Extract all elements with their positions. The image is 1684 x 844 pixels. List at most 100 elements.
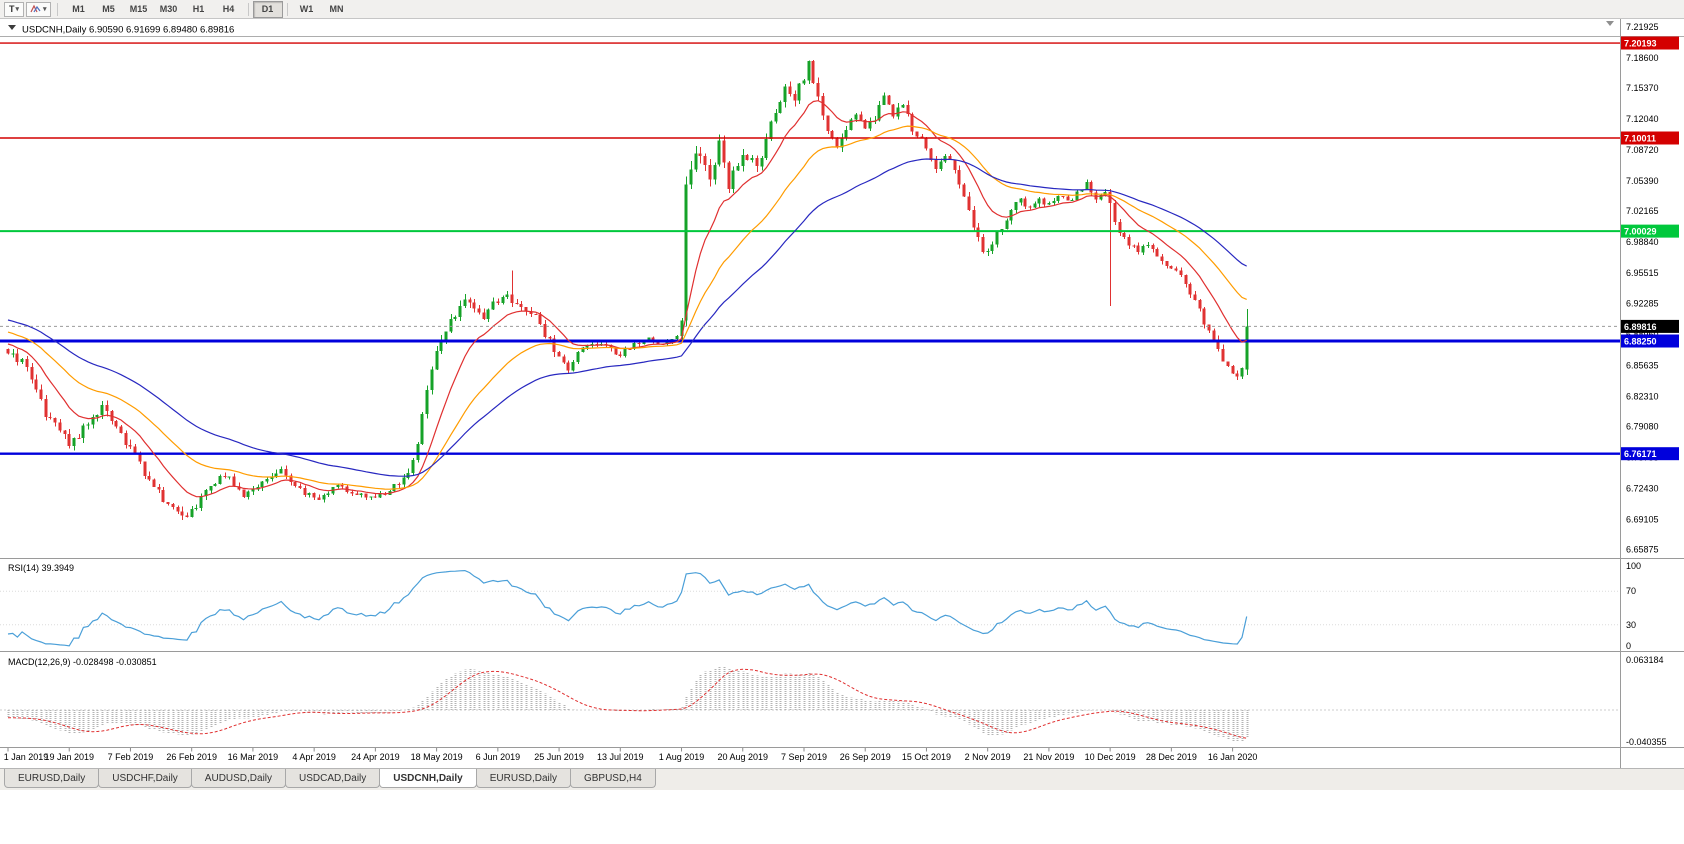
rsi-tick-label: 30	[1626, 620, 1636, 630]
hline-price-label: 7.20193	[1624, 39, 1657, 49]
price-tick-label: 7.18600	[1626, 53, 1659, 63]
timeframe-button-m5[interactable]: M5	[102, 4, 115, 14]
price-tick-label: 6.85635	[1626, 360, 1659, 370]
hline-price-label-box	[1621, 447, 1679, 461]
timeframe-button-d1[interactable]: D1	[252, 0, 283, 18]
chart-toolbar: T ▾ ▾ M1 M5 M15 M30 H1 H4 D1 W1 MN	[0, 0, 1684, 19]
chart-shift-marker-icon[interactable]	[1606, 21, 1614, 26]
timeframe-button-mn[interactable]: MN	[329, 4, 344, 14]
date-label: 1 Jan 2019	[4, 752, 49, 762]
hline-price-label: 7.10011	[1624, 134, 1656, 144]
hline-price-label-box	[1621, 334, 1679, 348]
macd-signal-line	[7, 668, 1247, 739]
date-label: 26 Feb 2019	[166, 752, 217, 762]
chart-tab-gbpusd-h4[interactable]: GBPUSD,H4	[569, 769, 656, 788]
horizontal-lines-layer[interactable]	[0, 42, 1620, 455]
date-label: 13 Jul 2019	[597, 752, 644, 762]
chart-tab-usdchf-daily[interactable]: USDCHF,Daily	[98, 769, 192, 788]
hline-price-label-box	[1621, 36, 1679, 50]
date-label: 16 Mar 2019	[228, 752, 279, 762]
macd-histogram	[7, 666, 1249, 742]
date-label: 7 Feb 2019	[108, 752, 154, 762]
price-tick-label: 6.95515	[1626, 268, 1659, 278]
chart-area[interactable]: USDCNH,Daily 6.90590 6.91699 6.89480 6.8…	[0, 0, 1684, 768]
chart-background	[0, 0, 1684, 768]
text-tool-button[interactable]: T ▾	[4, 1, 24, 17]
macd-label: MACD(12,26,9) -0.028498 -0.030851	[8, 657, 157, 667]
caret-down-icon: ▾	[43, 6, 47, 13]
drawing-tools-icon	[30, 4, 41, 13]
drawing-tools-button[interactable]: ▾	[26, 1, 51, 17]
current-price-label: 6.89816	[1624, 322, 1657, 332]
date-label: 18 May 2019	[411, 752, 463, 762]
price-tick-label: 6.72430	[1626, 484, 1659, 494]
timeframe-button-m30[interactable]: M30	[159, 4, 178, 14]
chart-tab-eurusd-daily[interactable]: EURUSD,Daily	[4, 769, 100, 788]
main-price-panel[interactable]	[6, 60, 1249, 520]
chart-title-ohlc: USDCNH,Daily 6.90590 6.91699 6.89480 6.8…	[22, 25, 234, 36]
toolbar-separator	[56, 2, 58, 16]
current-price-label-box	[1621, 319, 1679, 333]
timeframe-button-m15[interactable]: M15	[129, 4, 148, 14]
timeframe-button-w1[interactable]: W1	[299, 4, 314, 14]
chart-tab-bar: EURUSD,Daily USDCHF,Daily AUDUSD,Daily USDC…	[0, 768, 1684, 790]
caret-down-icon: ▾	[15, 6, 19, 13]
date-label: 21 Nov 2019	[1023, 752, 1074, 762]
chart-tab-audusd-daily[interactable]: AUDUSD,Daily	[190, 769, 287, 788]
date-label: 24 Apr 2019	[351, 752, 400, 762]
rsi-panel[interactable]: RSI(14) 39.3949	[0, 563, 1620, 647]
date-label: 10 Dec 2019	[1085, 752, 1136, 762]
price-tick-label: 7.21925	[1626, 22, 1659, 32]
text-tool-label: T	[8, 4, 15, 14]
price-tick-label: 6.88960	[1626, 329, 1659, 339]
hline-price-label-box	[1621, 131, 1679, 145]
rsi-tick-label: 70	[1626, 586, 1636, 596]
ma-55-slow-line	[7, 158, 1247, 477]
date-label: 6 Jun 2019	[476, 752, 521, 762]
date-label: 1 Aug 2019	[659, 752, 705, 762]
rsi-label: RSI(14) 39.3949	[8, 563, 74, 573]
hline-price-label: 7.00029	[1624, 227, 1657, 237]
chart-menu-arrow-icon[interactable]	[8, 25, 16, 30]
toolbar-separator	[247, 2, 249, 16]
candles-layer	[6, 60, 1249, 520]
price-tick-label: 7.05390	[1626, 176, 1659, 186]
rsi-line	[7, 569, 1248, 647]
price-tick-label: 6.82310	[1626, 391, 1659, 401]
price-tick-label: 6.98840	[1626, 237, 1659, 247]
price-tick-label: 6.92285	[1626, 298, 1659, 308]
date-label: 15 Oct 2019	[902, 752, 951, 762]
hline-price-label: 6.76171	[1624, 449, 1657, 459]
ma-30-medium-line	[7, 125, 1247, 490]
chart-tab-usdcnh-daily[interactable]: USDCNH,Daily	[379, 769, 477, 788]
price-tick-label: 6.79080	[1626, 422, 1659, 432]
date-label: 19 Jan 2019	[44, 752, 94, 762]
macd-tick-label: -0.040355	[1626, 737, 1667, 747]
timeframe-button-h1[interactable]: H1	[192, 4, 205, 14]
date-label: 28 Dec 2019	[1146, 752, 1197, 762]
price-tick-label: 6.65875	[1626, 545, 1659, 555]
date-label: 2 Nov 2019	[965, 752, 1011, 762]
hline-price-label-box	[1621, 224, 1679, 238]
chart-canvas[interactable]: USDCNH,Daily 6.90590 6.91699 6.89480 6.8…	[0, 0, 1684, 768]
price-tick-label: 7.08720	[1626, 145, 1659, 155]
price-tick-label: 7.15370	[1626, 83, 1659, 93]
chart-tab-eurusd-daily[interactable]: EURUSD,Daily	[475, 769, 571, 788]
price-tick-label: 7.12040	[1626, 114, 1659, 124]
macd-panel[interactable]: MACD(12,26,9) -0.028498 -0.030851	[0, 657, 1620, 742]
macd-tick-label: 0.063184	[1626, 655, 1664, 665]
moving-averages-layer	[7, 100, 1247, 498]
chart-tab-usdcad-daily[interactable]: USDCAD,Daily	[285, 769, 381, 788]
price-axis[interactable]: 7.21925 7.18600 7.15370 7.12040 7.08720 7.053…	[1621, 22, 1679, 747]
price-tick-label: 7.02165	[1626, 206, 1659, 216]
toolbar-separator	[286, 2, 288, 16]
rsi-tick-label: 0	[1626, 641, 1631, 651]
date-label: 25 Jun 2019	[534, 752, 584, 762]
hline-price-label: 6.88250	[1624, 337, 1657, 347]
date-label: 16 Jan 2020	[1208, 752, 1258, 762]
date-label: 7 Sep 2019	[781, 752, 827, 762]
date-label: 4 Apr 2019	[292, 752, 336, 762]
timeframe-button-m1[interactable]: M1	[72, 4, 85, 14]
timeframe-button-h4[interactable]: H4	[222, 4, 235, 14]
